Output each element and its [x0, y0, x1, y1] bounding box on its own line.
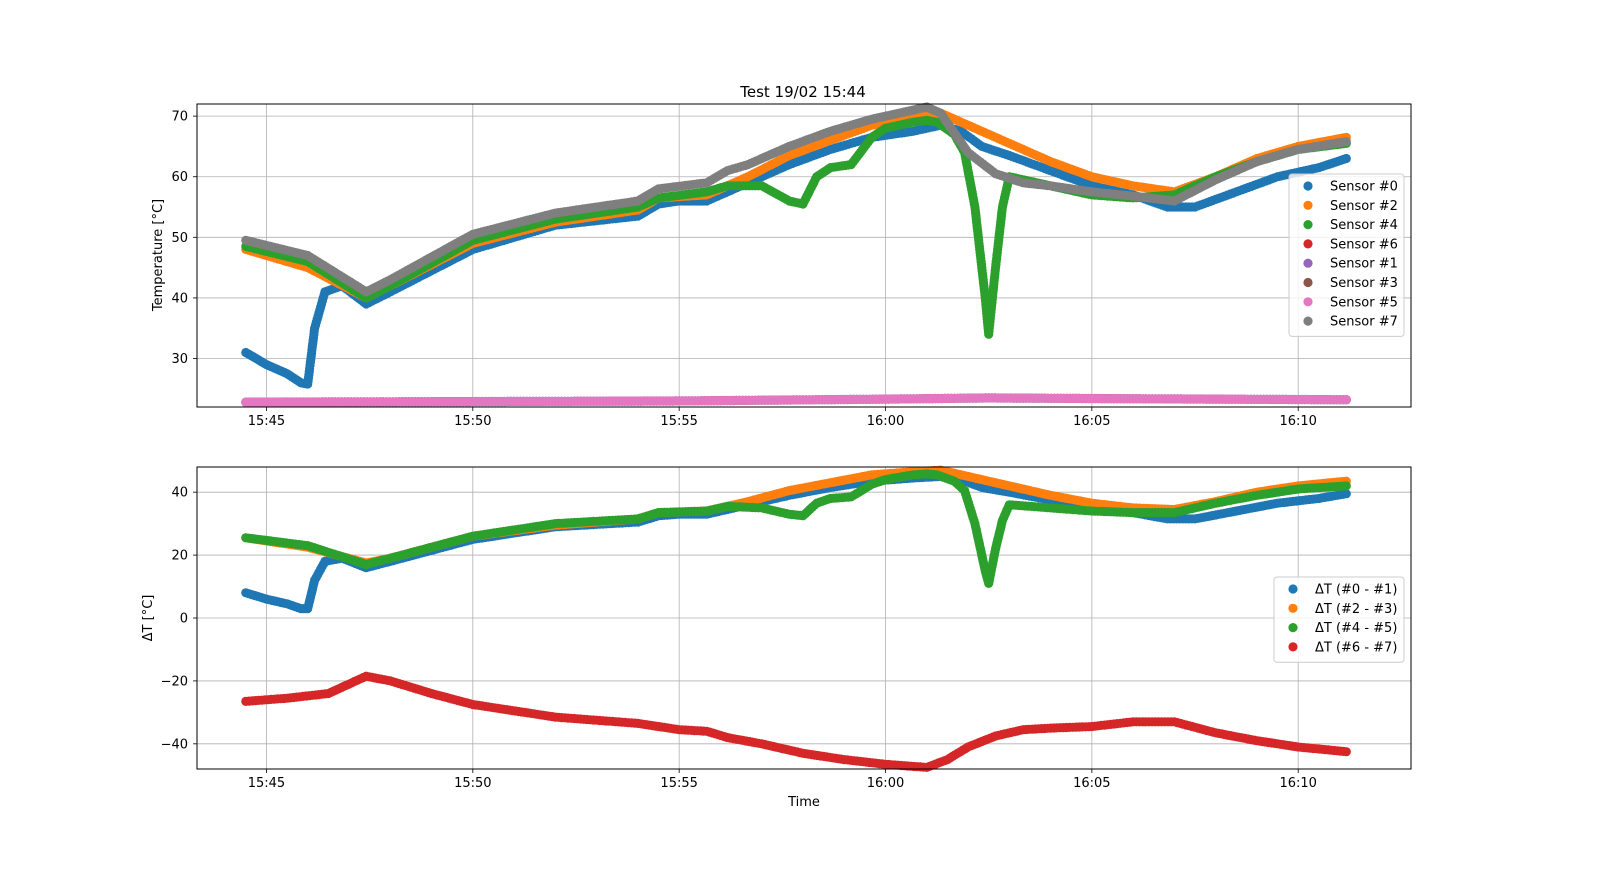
- data-point: [1341, 481, 1351, 491]
- y-tick-label: 0: [180, 612, 188, 627]
- series-deltat-6-7: [241, 671, 1351, 773]
- x-tick-label: 16:00: [867, 414, 904, 429]
- legend-marker-sensor-6: [1303, 239, 1313, 249]
- legend-marker-sensor-3: [1303, 277, 1313, 288]
- x-tick-label: 16:10: [1279, 776, 1316, 791]
- x-tick-label: 16:10: [1279, 414, 1316, 429]
- data-point: [1341, 489, 1351, 499]
- legend-label: Sensor #1: [1330, 257, 1398, 272]
- delta-t-legend: ΔT (#0 - #1) ΔT (#2 - #3) ΔT (#4 - #5) ΔT (…: [1273, 576, 1405, 663]
- legend-label: Sensor #4: [1330, 218, 1398, 233]
- x-tick-label: 16:05: [1073, 414, 1110, 429]
- delta-t-y-axis-label: ΔT [°C]: [141, 595, 156, 642]
- data-point: [1341, 153, 1351, 164]
- legend-label: Sensor #5: [1330, 295, 1398, 310]
- chart-title: Test 19/02 15:44: [739, 83, 866, 101]
- data-point: [1341, 747, 1351, 757]
- y-tick-label: 40: [171, 291, 188, 306]
- y-tick-label: 70: [171, 110, 188, 125]
- legend-marker-sensor-4: [1303, 220, 1313, 230]
- legend-box: [1273, 576, 1405, 663]
- y-tick-label: 40: [171, 486, 188, 501]
- delta-t-panel: 15:45 15:50 15:55 16:00 16:05 16:10 40 20 0 −20 −4…: [141, 465, 1412, 810]
- legend-box: [1288, 173, 1405, 337]
- temperature-y-axis-label: Temperature [°C]: [151, 199, 166, 312]
- legend-label: Sensor #0: [1330, 180, 1398, 195]
- y-tick-label: 20: [171, 549, 188, 564]
- y-tick-label: −40: [161, 737, 188, 752]
- x-tick-label: 15:45: [248, 414, 285, 429]
- x-tick-label: 15:50: [454, 776, 491, 791]
- legend-marker-sensor-2: [1303, 200, 1313, 210]
- temperature-ticks: 15:45 15:50 15:55 16:00 16:05 16:10 30 40 50 60 70: [171, 110, 1316, 429]
- series-deltat-4-5: [241, 469, 1351, 589]
- legend-marker-deltat-2-3: [1288, 603, 1298, 613]
- legend-label: Sensor #2: [1330, 199, 1398, 214]
- temperature-series: [241, 102, 1351, 407]
- y-tick-label: 30: [171, 352, 188, 367]
- legend-label: ΔT (#6 - #7): [1315, 640, 1397, 655]
- y-tick-label: 60: [171, 170, 188, 185]
- legend-marker-deltat-6-7: [1288, 642, 1298, 652]
- x-tick-label: 16:00: [867, 776, 904, 791]
- data-point: [1341, 137, 1351, 147]
- y-tick-label: −20: [161, 674, 188, 689]
- series-sensor-7: [241, 102, 1351, 297]
- legend-marker-sensor-1: [1303, 258, 1313, 268]
- legend-label: ΔT (#2 - #3): [1315, 602, 1397, 617]
- legend-marker-deltat-4-5: [1288, 623, 1298, 633]
- legend-label: Sensor #3: [1330, 276, 1398, 291]
- legend-marker-sensor-7: [1303, 316, 1313, 326]
- x-tick-label: 15:55: [660, 776, 697, 791]
- x-tick-label: 15:45: [248, 776, 285, 791]
- x-tick-label: 15:50: [454, 414, 491, 429]
- series-sensor-5: [241, 393, 1351, 407]
- x-tick-label: 16:05: [1073, 776, 1110, 791]
- legend-marker-deltat-0-1: [1288, 584, 1298, 594]
- data-point: [1341, 395, 1351, 405]
- temperature-panel: 15:45 15:50 15:55 16:00 16:05 16:10 30 40 50 60 70…: [151, 102, 1412, 429]
- x-tick-label: 15:55: [660, 414, 697, 429]
- temperature-axes-frame: [196, 103, 1412, 408]
- delta-t-series: [241, 465, 1351, 773]
- x-axis-label: Time: [787, 795, 820, 810]
- y-tick-label: 50: [171, 231, 188, 246]
- legend-label: ΔT (#4 - #5): [1315, 621, 1397, 636]
- legend-label: Sensor #6: [1330, 237, 1398, 252]
- temperature-legend: Sensor #0 Sensor #2 Sensor #4 Sensor #6 Sens…: [1288, 173, 1405, 337]
- legend-label: ΔT (#0 - #1): [1315, 583, 1397, 598]
- legend-marker-sensor-0: [1303, 181, 1313, 191]
- delta-t-ticks: 15:45 15:50 15:55 16:00 16:05 16:10 40 20 0 −20 −4…: [161, 486, 1317, 791]
- legend-label: Sensor #7: [1330, 315, 1398, 330]
- legend-marker-sensor-5: [1303, 297, 1313, 307]
